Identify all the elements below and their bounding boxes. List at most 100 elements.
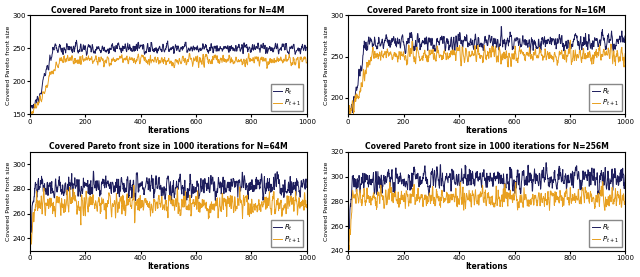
$R_t$ bbox=[26, 109, 33, 112]
$P_{t+1}$ bbox=[373, 206, 381, 209]
$R_t$ bbox=[138, 43, 146, 47]
$P_{t+1}$ bbox=[566, 199, 573, 203]
$P_{t+1}$ bbox=[303, 61, 310, 65]
$R_t$ bbox=[26, 240, 33, 244]
Title: Covered Pareto front size in 1000 iterations for N=256M: Covered Pareto front size in 1000 iterat… bbox=[365, 142, 609, 151]
Line: $P_{t+1}$: $P_{t+1}$ bbox=[348, 40, 625, 116]
$R_t$ bbox=[54, 49, 62, 53]
$P_{t+1}$ bbox=[344, 242, 352, 245]
$R_t$ bbox=[247, 50, 255, 54]
$R_t$ bbox=[621, 34, 629, 37]
Legend: $R_t$, $P_{t+1}$: $R_t$, $P_{t+1}$ bbox=[271, 84, 303, 111]
$P_{t+1}$ bbox=[26, 237, 33, 240]
$R_t$ bbox=[561, 179, 568, 182]
Title: Covered Pareto front size in 1000 iterations for N=16M: Covered Pareto front size in 1000 iterat… bbox=[367, 6, 606, 15]
$P_{t+1}$ bbox=[457, 181, 465, 184]
$R_t$ bbox=[373, 47, 381, 51]
$P_{t+1}$ bbox=[216, 57, 224, 60]
X-axis label: Iterations: Iterations bbox=[147, 126, 189, 135]
$P_{t+1}$ bbox=[566, 50, 573, 53]
Y-axis label: Covered Pareto front size: Covered Pareto front size bbox=[6, 25, 10, 105]
$P_{t+1}$ bbox=[621, 52, 629, 55]
$R_t$ bbox=[242, 188, 250, 191]
$R_t$ bbox=[467, 178, 474, 181]
$P_{t+1}$ bbox=[566, 39, 574, 42]
Title: Covered Pareto front size in 1000 iterations for N=64M: Covered Pareto front size in 1000 iterat… bbox=[49, 142, 287, 151]
$R_t$ bbox=[344, 113, 352, 116]
$R_t$ bbox=[467, 41, 474, 44]
$R_t$ bbox=[303, 46, 310, 49]
$P_{t+1}$ bbox=[373, 55, 381, 58]
Legend: $R_t$, $P_{t+1}$: $R_t$, $P_{t+1}$ bbox=[271, 220, 303, 247]
$R_t$ bbox=[345, 117, 353, 121]
$R_t$ bbox=[26, 111, 34, 114]
$R_t$ bbox=[90, 170, 97, 173]
$R_t$ bbox=[216, 45, 224, 48]
$R_t$ bbox=[344, 243, 352, 247]
$R_t$ bbox=[566, 181, 573, 184]
$R_t$ bbox=[148, 179, 156, 183]
$P_{t+1}$ bbox=[148, 59, 156, 62]
$P_{t+1}$ bbox=[148, 209, 156, 212]
$R_t$ bbox=[456, 182, 464, 185]
$R_t$ bbox=[54, 185, 61, 189]
$P_{t+1}$ bbox=[247, 212, 255, 216]
$P_{t+1}$ bbox=[303, 206, 310, 209]
$P_{t+1}$ bbox=[457, 58, 465, 62]
Y-axis label: Covered Pareto front size: Covered Pareto front size bbox=[6, 162, 10, 241]
$P_{t+1}$ bbox=[28, 242, 35, 246]
$P_{t+1}$ bbox=[535, 191, 543, 194]
$P_{t+1}$ bbox=[54, 197, 62, 200]
$R_t$ bbox=[535, 40, 543, 43]
$P_{t+1}$ bbox=[621, 200, 629, 204]
$R_t$ bbox=[138, 180, 146, 184]
$P_{t+1}$ bbox=[345, 114, 353, 117]
$P_{t+1}$ bbox=[29, 113, 36, 117]
$R_t$ bbox=[247, 185, 255, 188]
Legend: $R_t$, $P_{t+1}$: $R_t$, $P_{t+1}$ bbox=[589, 84, 622, 111]
$P_{t+1}$ bbox=[54, 65, 62, 68]
Line: $R_t$: $R_t$ bbox=[348, 163, 625, 245]
Line: $P_{t+1}$: $P_{t+1}$ bbox=[348, 182, 625, 251]
$R_t$ bbox=[621, 174, 629, 177]
$P_{t+1}$ bbox=[535, 56, 543, 59]
$P_{t+1}$ bbox=[467, 54, 474, 58]
Y-axis label: Covered Pareto front size: Covered Pareto front size bbox=[324, 162, 329, 241]
$P_{t+1}$ bbox=[26, 107, 33, 111]
$P_{t+1}$ bbox=[243, 59, 250, 62]
$P_{t+1}$ bbox=[138, 54, 146, 57]
X-axis label: Iterations: Iterations bbox=[147, 262, 189, 271]
$R_t$ bbox=[457, 37, 465, 40]
$P_{t+1}$ bbox=[561, 58, 568, 61]
$R_t$ bbox=[566, 43, 573, 47]
$R_t$ bbox=[148, 45, 156, 48]
Line: $R_t$: $R_t$ bbox=[29, 40, 307, 112]
Line: $R_t$: $R_t$ bbox=[29, 171, 307, 242]
$R_t$ bbox=[243, 43, 250, 47]
$P_{t+1}$ bbox=[467, 192, 474, 196]
$P_{t+1}$ bbox=[599, 180, 607, 183]
Line: $R_t$: $R_t$ bbox=[348, 27, 625, 119]
X-axis label: Iterations: Iterations bbox=[466, 262, 508, 271]
Legend: $R_t$, $P_{t+1}$: $R_t$, $P_{t+1}$ bbox=[589, 220, 622, 247]
$P_{t+1}$ bbox=[186, 52, 193, 55]
$P_{t+1}$ bbox=[561, 192, 568, 195]
$P_{t+1}$ bbox=[247, 58, 255, 61]
$P_{t+1}$ bbox=[130, 184, 138, 187]
$R_t$ bbox=[216, 185, 224, 189]
$P_{t+1}$ bbox=[138, 200, 146, 203]
$R_t$ bbox=[542, 161, 550, 164]
$P_{t+1}$ bbox=[345, 249, 353, 253]
$P_{t+1}$ bbox=[243, 194, 250, 198]
$R_t$ bbox=[303, 186, 310, 189]
$R_t$ bbox=[497, 25, 505, 28]
$P_{t+1}$ bbox=[344, 111, 352, 114]
$P_{t+1}$ bbox=[216, 205, 224, 208]
Line: $P_{t+1}$: $P_{t+1}$ bbox=[29, 185, 307, 244]
$R_t$ bbox=[561, 43, 568, 47]
Line: $P_{t+1}$: $P_{t+1}$ bbox=[29, 53, 307, 115]
Y-axis label: Covered Pareto front size: Covered Pareto front size bbox=[324, 25, 329, 105]
X-axis label: Iterations: Iterations bbox=[466, 126, 508, 135]
Title: Covered Pareto front size in 1000 iterations for N=4M: Covered Pareto front size in 1000 iterat… bbox=[51, 6, 285, 15]
$R_t$ bbox=[534, 183, 542, 186]
